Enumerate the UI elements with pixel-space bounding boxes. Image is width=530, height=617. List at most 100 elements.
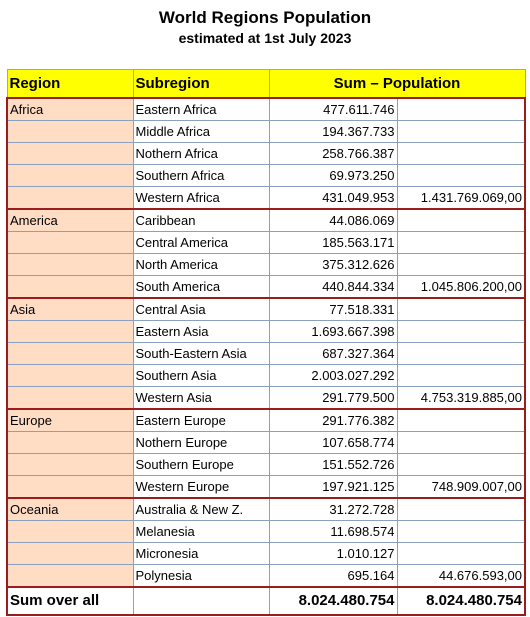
region-total-cell: 44.676.593,00 (396, 564, 526, 588)
table-row: South-Eastern Asia 687.327.364 (6, 342, 526, 365)
region-cell (6, 275, 134, 299)
region-cell (6, 253, 134, 276)
region-total-cell (396, 453, 526, 476)
table-row: Africa Eastern Africa 477.611.746 (6, 97, 526, 121)
region-total-cell (396, 142, 526, 165)
region-total-cell (396, 253, 526, 276)
population-cell: 151.552.726 (268, 453, 398, 476)
population-cell: 1.693.667.398 (268, 320, 398, 343)
subregion-cell: South-Eastern Asia (132, 342, 270, 365)
region-total-cell (396, 497, 526, 521)
population-cell: 69.973.250 (268, 164, 398, 187)
region-cell (6, 142, 134, 165)
table-row: America Caribbean 44.086.069 (6, 208, 526, 232)
region-cell (6, 320, 134, 343)
subregion-cell: Micronesia (132, 542, 270, 565)
region-total-cell (396, 97, 526, 121)
region-cell (6, 364, 134, 387)
population-cell: 291.779.500 (268, 386, 398, 410)
total-sum: 8.024.480.754 (268, 586, 398, 616)
table-row: Western Europe 197.921.125 748.909.007,00 (6, 475, 526, 499)
region-cell (6, 231, 134, 254)
population-cell: 687.327.364 (268, 342, 398, 365)
total-row: Sum over all 8.024.480.754 8.024.480.754 (6, 586, 526, 616)
subregion-cell: Western Europe (132, 475, 270, 499)
table-row: Southern Europe 151.552.726 (6, 453, 526, 476)
region-total-cell (396, 208, 526, 232)
region-cell: Africa (6, 97, 134, 121)
region-cell (6, 542, 134, 565)
table-row: Melanesia 11.698.574 (6, 520, 526, 543)
total-empty-cell (132, 586, 270, 616)
grand-total: 8.024.480.754 (396, 586, 526, 616)
subregion-cell: Eastern Europe (132, 408, 270, 432)
region-cell: Oceania (6, 497, 134, 521)
subregion-cell: Nothern Africa (132, 142, 270, 165)
table-row: Southern Asia 2.003.027.292 (6, 364, 526, 387)
subregion-cell: Melanesia (132, 520, 270, 543)
region-cell (6, 520, 134, 543)
table-row: Oceania Australia & New Z. 31.272.728 (6, 497, 526, 521)
page-title: World Regions Population (158, 8, 372, 27)
region-total-cell (396, 120, 526, 143)
population-cell: 185.563.171 (268, 231, 398, 254)
subregion-cell: Southern Asia (132, 364, 270, 387)
region-total-cell: 1.431.769.069,00 (396, 186, 526, 210)
table-row: Western Africa 431.049.953 1.431.769.069,0… (6, 186, 526, 210)
subregion-cell: Eastern Asia (132, 320, 270, 343)
subregion-cell: Eastern Africa (132, 97, 270, 121)
header-row: Region Subregion Sum – Population (6, 69, 526, 99)
region-total-cell (396, 320, 526, 343)
table-row: Nothern Africa 258.766.387 (6, 142, 526, 165)
population-cell: 197.921.125 (268, 475, 398, 499)
region-total-cell: 748.909.007,00 (396, 475, 526, 499)
population-cell: 477.611.746 (268, 97, 398, 121)
subregion-cell: Southern Europe (132, 453, 270, 476)
region-total-cell (396, 408, 526, 432)
region-cell: Europe (6, 408, 134, 432)
total-label: Sum over all (6, 586, 134, 616)
population-cell: 77.518.331 (268, 297, 398, 321)
region-total-cell (396, 342, 526, 365)
population-cell: 194.367.733 (268, 120, 398, 143)
subregion-cell: Western Africa (132, 186, 270, 210)
header-region: Region (6, 69, 134, 99)
population-cell: 31.272.728 (268, 497, 398, 521)
region-cell (6, 120, 134, 143)
table-row: Central America 185.563.171 (6, 231, 526, 254)
subregion-cell: Australia & New Z. (132, 497, 270, 521)
region-cell (6, 453, 134, 476)
region-cell (6, 475, 134, 499)
subregion-cell: Southern Africa (132, 164, 270, 187)
subregion-cell: South America (132, 275, 270, 299)
table-row: Micronesia 1.010.127 (6, 542, 526, 565)
region-total-cell: 4.753.319.885,00 (396, 386, 526, 410)
population-cell: 440.844.334 (268, 275, 398, 299)
subregion-cell: Western Asia (132, 386, 270, 410)
region-total-cell (396, 164, 526, 187)
region-total-cell (396, 297, 526, 321)
population-cell: 44.086.069 (268, 208, 398, 232)
table-row: Nothern Europe 107.658.774 (6, 431, 526, 454)
population-table: Region Subregion Sum – Population Africa… (6, 69, 526, 616)
region-cell (6, 186, 134, 210)
header-subregion: Subregion (132, 69, 270, 99)
table-row: South America 440.844.334 1.045.806.200,00 (6, 275, 526, 299)
subregion-cell: North America (132, 253, 270, 276)
population-cell: 375.312.626 (268, 253, 398, 276)
subregion-cell: Caribbean (132, 208, 270, 232)
table-row: Europe Eastern Europe 291.776.382 (6, 408, 526, 432)
population-cell: 11.698.574 (268, 520, 398, 543)
region-cell: Asia (6, 297, 134, 321)
subregion-cell: Central America (132, 231, 270, 254)
population-cell: 2.003.027.292 (268, 364, 398, 387)
page-subtitle: estimated at 1st July 2023 (178, 30, 352, 46)
region-cell (6, 164, 134, 187)
population-cell: 1.010.127 (268, 542, 398, 565)
region-total-cell (396, 542, 526, 565)
table-row: Middle Africa 194.367.733 (6, 120, 526, 143)
region-total-cell (396, 231, 526, 254)
table-row: Polynesia 695.164 44.676.593,00 (6, 564, 526, 588)
region-cell (6, 431, 134, 454)
population-cell: 431.049.953 (268, 186, 398, 210)
